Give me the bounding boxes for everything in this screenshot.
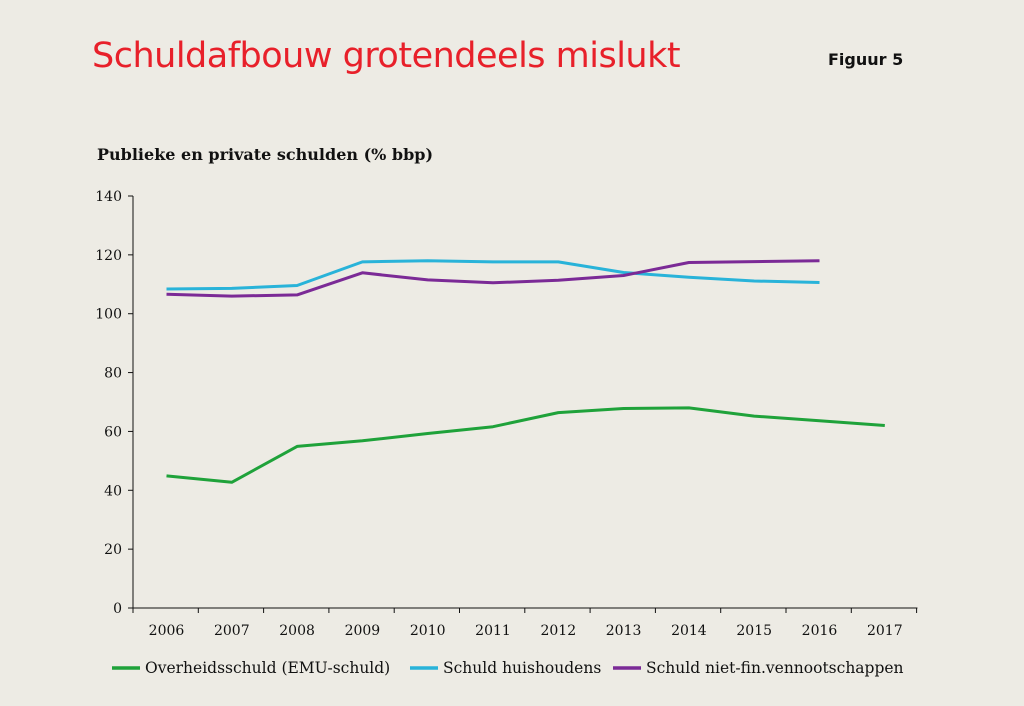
- x-tick-label: 2015: [736, 623, 772, 639]
- series-line-3: [166, 259, 820, 298]
- y-tick-label: 0: [113, 601, 122, 617]
- chart-legend: Overheidsschuld (EMU-schuld) Schuld huish…: [112, 659, 904, 677]
- x-tick-label: 2014: [671, 623, 707, 639]
- y-tick-label: 120: [95, 248, 122, 264]
- y-tick-label: 40: [104, 483, 122, 499]
- x-tick-label: 2008: [279, 623, 315, 639]
- x-tick-label: 2017: [867, 623, 903, 639]
- y-tick-label: 100: [95, 307, 122, 323]
- chart-axes: 0 20 40 60 80 100 120 140 2006 2007 2008 2009 2010 20…: [95, 189, 918, 639]
- y-tick-label: 140: [95, 189, 122, 205]
- series-line-2: [166, 259, 820, 291]
- chart-title: Publieke en private schulden (% bbp): [97, 145, 434, 164]
- x-tick-label: 2011: [475, 623, 511, 639]
- y-tick-label: 80: [104, 366, 122, 382]
- legend-label-3: Schuld niet-fin.vennootschappen: [646, 659, 904, 677]
- x-tick-label: 2012: [540, 623, 576, 639]
- y-tick-label: 60: [104, 424, 122, 440]
- x-tick-label: 2013: [606, 623, 642, 639]
- legend-label-2: Schuld huishoudens: [443, 659, 601, 677]
- figure-label: Figuur 5: [828, 50, 904, 69]
- x-tick-label: 2006: [149, 623, 185, 639]
- x-tick-label: 2016: [802, 623, 838, 639]
- chart-series: [166, 259, 885, 484]
- x-tick-label: 2007: [214, 623, 250, 639]
- legend-label-1: Overheidsschuld (EMU-schuld): [145, 659, 390, 677]
- x-tick-label: 2009: [345, 623, 381, 639]
- y-tick-label: 20: [104, 542, 122, 558]
- series-line-1: [166, 406, 885, 484]
- page-title: Schuldafbouw grotendeels mislukt: [92, 36, 681, 76]
- x-tick-label: 2010: [410, 623, 446, 639]
